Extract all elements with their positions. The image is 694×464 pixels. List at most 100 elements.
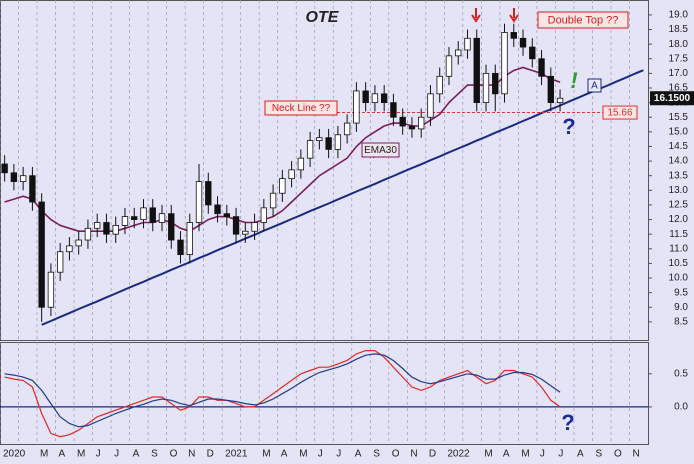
annotation: ? (562, 114, 575, 139)
candle-body (288, 169, 295, 180)
x-tick-label: N (632, 449, 639, 460)
y-tick-label: 0.5 (674, 368, 688, 379)
candle-body (195, 181, 203, 223)
candle-body (177, 239, 184, 256)
x-tick-label: A (503, 449, 510, 460)
annotation: A (591, 81, 598, 92)
candle-body (242, 230, 249, 235)
candle-body (47, 271, 55, 308)
candle-body (103, 222, 110, 235)
candle-body (436, 75, 443, 95)
y-tick-label: 9.0 (674, 302, 688, 313)
arrow (509, 8, 519, 23)
x-tick-label: N (188, 449, 195, 460)
candle-body (464, 37, 471, 51)
candle-body (547, 75, 554, 104)
candle-body (223, 213, 230, 218)
candle-body (538, 58, 545, 77)
candle-body (334, 134, 342, 150)
x-tick-label: D (429, 449, 436, 460)
candle-body (251, 222, 258, 232)
y-tick-label: 10.5 (669, 258, 689, 269)
candle-body (390, 102, 397, 118)
x-tick-label: A (355, 449, 362, 460)
candle-body (399, 116, 406, 127)
price-line-label: 15.66 (607, 108, 632, 119)
x-tick-label: M (40, 449, 48, 460)
candle-body (482, 72, 490, 104)
candle-body (371, 93, 379, 104)
y-tick-label: 12.0 (669, 214, 689, 225)
candle-body (501, 32, 508, 95)
annotation-box (264, 100, 338, 116)
y-tick-label: 14.5 (669, 141, 689, 152)
candle-body (343, 122, 351, 136)
price-line-box (602, 105, 638, 120)
candle-body (149, 207, 156, 223)
candle-body (353, 90, 360, 124)
candle-body (205, 181, 212, 206)
y-tick-label: 11.0 (669, 243, 688, 254)
x-tick-label: 2022 (447, 449, 470, 460)
x-tick-label: S (151, 449, 158, 460)
x-tick-label: M (77, 449, 85, 460)
candle-body (1, 163, 8, 174)
y-tick-label: 19.0 (669, 10, 689, 21)
candle-body (529, 46, 536, 60)
annotation: Double Top ?? (548, 14, 619, 26)
candle-body (510, 32, 517, 39)
panel-frame (0, 0, 649, 341)
x-tick-label: M (262, 449, 270, 460)
x-tick-label: J (540, 449, 545, 460)
candle-body (325, 137, 332, 150)
x-tick-label: A (59, 449, 66, 460)
indicator-line (4, 350, 561, 438)
panel-frame (0, 342, 649, 445)
y-tick-label: 13.0 (669, 185, 689, 196)
candle-body (56, 251, 64, 273)
candle-body (186, 222, 193, 256)
y-tick-label: 9.5 (674, 287, 688, 298)
candle-body (168, 213, 175, 241)
annotation: ? (561, 410, 574, 435)
y-tick-label: 13.5 (669, 170, 689, 181)
x-tick-label: A (133, 449, 140, 460)
x-tick-label: O (392, 449, 400, 460)
x-tick-label: D (207, 449, 214, 460)
candle-body (380, 93, 388, 104)
y-tick-label: 12.5 (669, 200, 689, 211)
candle-body (112, 224, 119, 235)
x-tick-label: J (114, 449, 119, 460)
candle-body (158, 213, 166, 223)
x-tick-label: M (299, 449, 307, 460)
arrow (471, 8, 481, 23)
annotation-box (537, 11, 629, 29)
candle-body (269, 192, 277, 209)
candle-body (306, 140, 314, 159)
candle-body (556, 97, 564, 104)
candle-body (362, 90, 369, 104)
y-tick-label: 8.5 (674, 317, 688, 328)
annotation: ! (570, 68, 577, 93)
candle-body (445, 55, 453, 77)
candle-body (492, 72, 499, 95)
candle-body (140, 207, 147, 220)
candle-body (94, 222, 101, 229)
x-tick-label: S (595, 449, 602, 460)
x-tick-label: A (281, 449, 288, 460)
candle-body (260, 207, 268, 223)
y-tick-label: 18.0 (669, 39, 689, 50)
y-tick-label: 17.0 (669, 68, 689, 79)
y-tick-label: 11.5 (669, 229, 688, 240)
y-tick-label: 10.0 (669, 273, 689, 284)
x-tick-label: J (336, 449, 341, 460)
legend-label: EMA30 (364, 145, 397, 156)
candle-body (29, 175, 36, 203)
candle-body (66, 245, 73, 253)
candle-body (408, 125, 416, 130)
y-tick-label: 0.0 (674, 402, 688, 413)
candle-body (316, 137, 323, 142)
x-tick-label: O (614, 449, 622, 460)
x-tick-label: M (521, 449, 529, 460)
